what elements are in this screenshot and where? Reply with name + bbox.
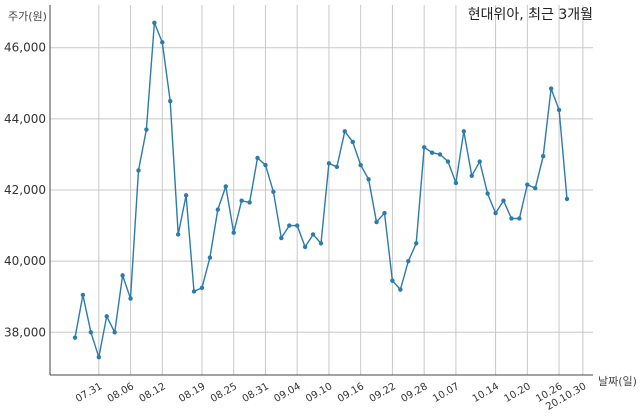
data-point xyxy=(215,207,221,212)
data-point xyxy=(509,216,514,221)
data-point xyxy=(255,155,260,161)
data-point xyxy=(342,129,348,134)
data-point xyxy=(302,244,308,250)
data-point xyxy=(191,289,197,294)
data-point xyxy=(525,182,530,187)
data-point xyxy=(239,198,244,203)
x-tick-label: 08.19 xyxy=(177,381,207,405)
data-point xyxy=(366,177,371,182)
data-point xyxy=(96,355,102,360)
x-tick-label: 10.20 xyxy=(503,381,533,405)
x-tick-label: 10.14 xyxy=(471,381,501,405)
y-tick-label: 42,000 xyxy=(4,183,46,197)
data-point xyxy=(207,255,213,260)
x-tick-label: 09.10 xyxy=(304,381,334,405)
data-point xyxy=(80,292,86,298)
data-point xyxy=(390,278,395,283)
data-point xyxy=(128,296,133,301)
x-tick-label: 08.12 xyxy=(137,381,167,405)
data-point xyxy=(326,161,332,166)
data-point xyxy=(144,127,149,132)
data-point xyxy=(287,223,292,228)
data-point xyxy=(493,210,498,216)
data-point xyxy=(104,314,109,319)
data-point xyxy=(548,86,554,91)
data-point xyxy=(318,241,324,246)
x-tick-label: 09.04 xyxy=(272,381,302,405)
data-point xyxy=(112,330,117,335)
data-point xyxy=(231,230,236,235)
data-point xyxy=(160,40,165,45)
data-point xyxy=(279,235,284,241)
data-point xyxy=(477,159,482,164)
x-tick-label: 07.31 xyxy=(74,381,104,405)
data-point xyxy=(88,330,94,335)
data-point xyxy=(461,129,467,134)
x-tick-label: 08.31 xyxy=(241,381,271,405)
data-point xyxy=(382,210,387,216)
x-tick-label: 09.28 xyxy=(399,381,429,405)
data-point xyxy=(334,164,340,170)
data-point xyxy=(72,335,78,340)
data-point xyxy=(175,232,181,237)
data-point xyxy=(406,258,411,264)
data-point xyxy=(540,154,546,159)
data-point xyxy=(374,219,379,225)
data-point xyxy=(199,285,205,291)
data-point xyxy=(247,200,252,205)
data-point xyxy=(294,223,300,228)
x-tick-label: 09.16 xyxy=(336,381,366,405)
data-point xyxy=(517,216,522,221)
data-point xyxy=(136,168,141,173)
gridlines xyxy=(50,5,593,375)
x-tick-label: 10.07 xyxy=(431,381,461,405)
y-tick-label: 46,000 xyxy=(4,41,46,55)
price-series xyxy=(72,20,570,360)
data-point xyxy=(564,196,570,202)
x-tick-label: 08.06 xyxy=(106,381,136,405)
data-point xyxy=(398,287,403,292)
data-point xyxy=(533,186,538,191)
data-point xyxy=(421,145,427,150)
data-point xyxy=(469,173,474,178)
y-tick-label: 40,000 xyxy=(4,254,46,268)
data-point xyxy=(556,107,562,113)
data-point xyxy=(445,159,451,164)
data-point xyxy=(183,193,189,198)
x-tick-label: 08.25 xyxy=(209,381,239,405)
data-point xyxy=(168,98,173,104)
data-point xyxy=(453,180,459,186)
data-point xyxy=(501,198,506,203)
y-tick-label: 44,000 xyxy=(4,112,46,126)
y-axis-title: 주가(원) xyxy=(8,10,47,23)
chart-title: 현대위아, 최근 3개월 xyxy=(468,7,593,23)
data-point xyxy=(350,139,355,145)
data-point xyxy=(358,162,363,168)
x-tick-label: 09.22 xyxy=(368,381,398,405)
data-point xyxy=(152,20,157,25)
data-point xyxy=(263,162,268,168)
data-point xyxy=(429,150,435,155)
axes xyxy=(49,5,593,376)
data-point xyxy=(223,184,228,189)
data-point xyxy=(414,241,419,246)
data-point xyxy=(437,152,443,157)
data-point xyxy=(120,273,125,278)
data-point xyxy=(485,191,490,196)
y-tick-label: 38,000 xyxy=(4,325,46,339)
data-point xyxy=(310,232,316,237)
data-point xyxy=(271,189,276,194)
x-axis-title: 날짜(일) xyxy=(598,374,637,388)
